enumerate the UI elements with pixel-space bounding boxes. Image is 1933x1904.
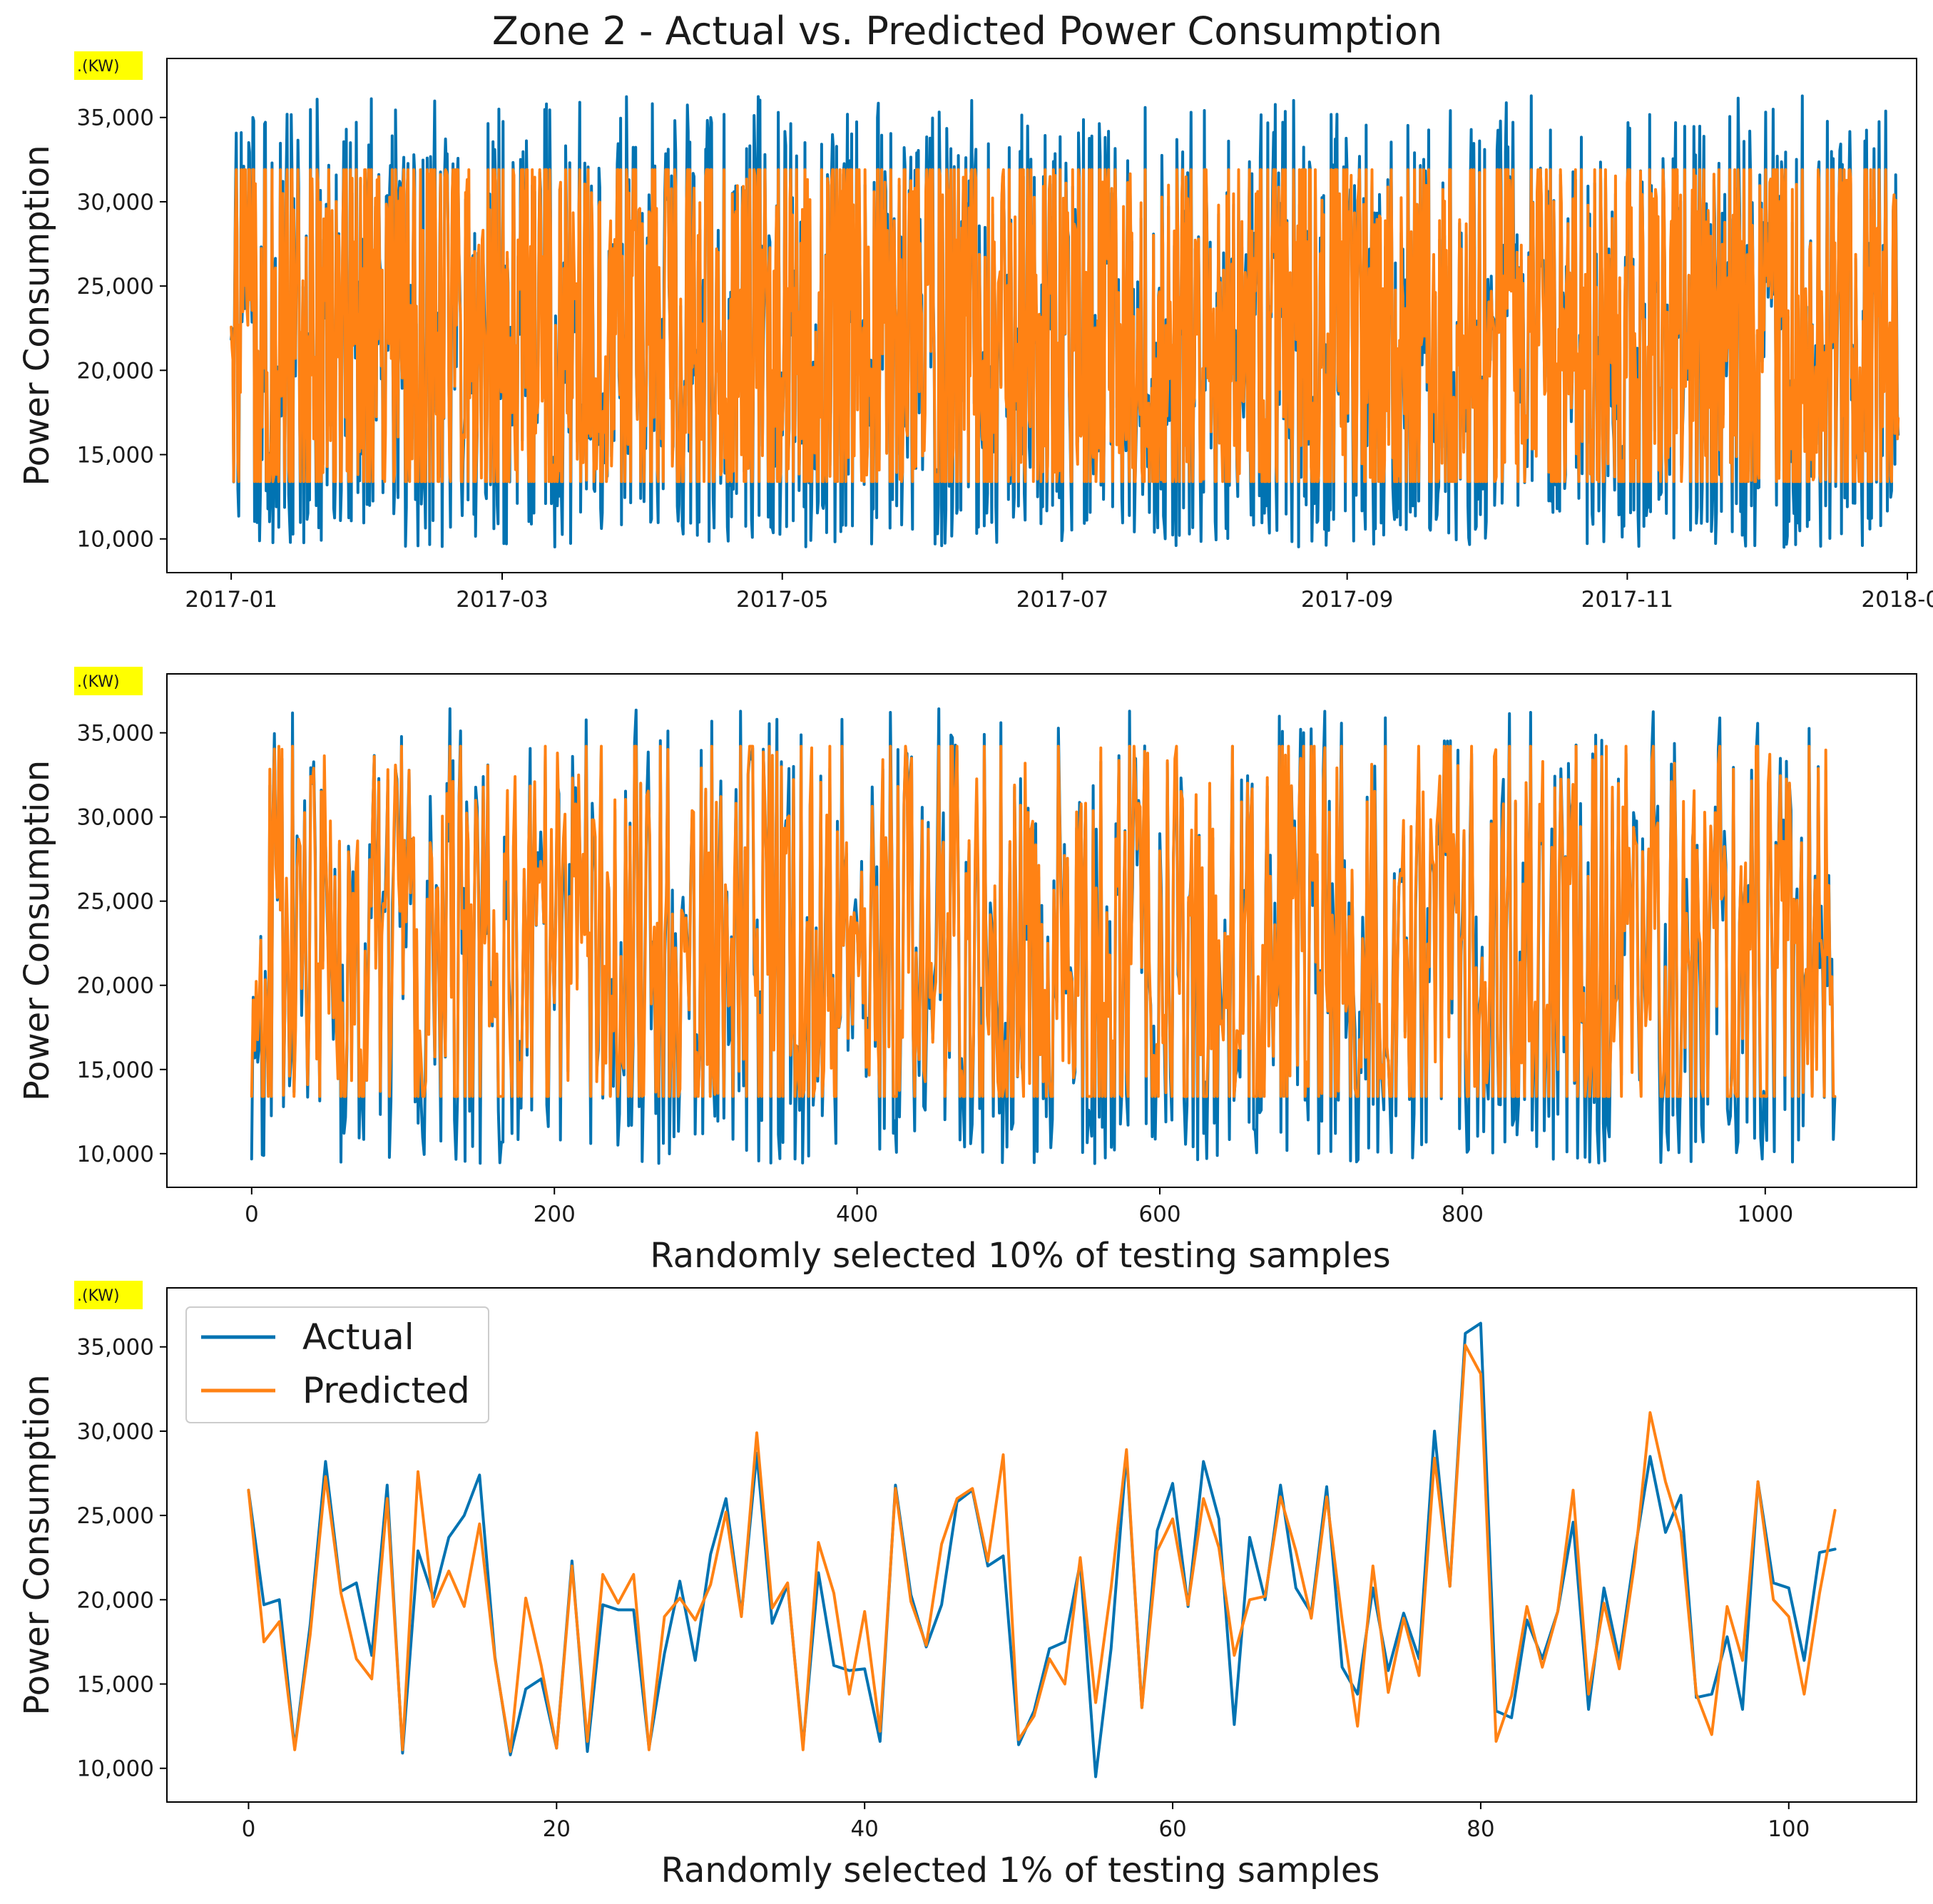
y-tick-label: 35,000 bbox=[77, 721, 154, 747]
series-line-predicted bbox=[250, 744, 1837, 1098]
y-tick-label: 10,000 bbox=[77, 1756, 154, 1782]
x-tick-label: 600 bbox=[1138, 1202, 1180, 1227]
x-tick-label: 0 bbox=[242, 1816, 256, 1842]
x-tick-label: 2017-03 bbox=[456, 587, 549, 613]
panel-10-percent-samples: 0 200 400 600 800 1000 10,000 15,000 20,000 25,00… bbox=[17, 667, 1917, 1276]
x-axis-label: Randomly selected 1% of testing samples bbox=[661, 1851, 1380, 1890]
x-tick-label: 2018-01 bbox=[1861, 587, 1933, 613]
y-tick-label: 10,000 bbox=[77, 527, 154, 553]
x-tick-label: 2017-01 bbox=[185, 587, 277, 613]
y-tick-label: 20,000 bbox=[77, 358, 154, 384]
unit-badge: .(KW) bbox=[74, 1281, 143, 1309]
unit-label: .(KW) bbox=[77, 58, 120, 76]
legend-label-actual: Actual bbox=[302, 1316, 414, 1358]
y-axis-label: Power Consumption bbox=[17, 760, 57, 1101]
x-tick-label: 2017-07 bbox=[1016, 587, 1109, 613]
unit-badge-bg bbox=[74, 1281, 143, 1309]
panel-1-percent-samples: 0 20 40 60 80 100 10,000 15,000 20,000 25,000 30,0… bbox=[17, 1281, 1917, 1890]
series-line-predicted bbox=[247, 1343, 1837, 1754]
plot-frame bbox=[166, 58, 1917, 573]
y-axis-label: Power Consumption bbox=[17, 1374, 57, 1715]
y-tick-label: 15,000 bbox=[77, 1672, 154, 1698]
y-tick-label: 20,000 bbox=[77, 1587, 154, 1613]
x-tick-label: 60 bbox=[1158, 1816, 1186, 1842]
series-line-predicted bbox=[230, 168, 1900, 483]
chart-title: Zone 2 - Actual vs. Predicted Power Cons… bbox=[492, 9, 1442, 53]
y-tick-label: 20,000 bbox=[77, 973, 154, 999]
x-tick-label: 20 bbox=[543, 1816, 571, 1842]
y-axis-label: Power Consumption bbox=[17, 145, 57, 486]
x-tick-label: 40 bbox=[850, 1816, 878, 1842]
x-tick-label: 2017-05 bbox=[736, 587, 829, 613]
y-tick-label: 35,000 bbox=[77, 106, 154, 131]
panel-yearly-timeseries: 2017-01 2017-03 2017-05 2017-07 2017-09 2017-… bbox=[17, 51, 1933, 613]
x-tick-label: 400 bbox=[836, 1202, 878, 1227]
plot-frame bbox=[166, 1287, 1917, 1803]
y-tick-label: 30,000 bbox=[77, 1419, 154, 1445]
y-tick-label: 30,000 bbox=[77, 805, 154, 831]
x-tick-label: 800 bbox=[1442, 1202, 1484, 1227]
legend: Actual Predicted bbox=[185, 1306, 489, 1423]
legend-label-predicted: Predicted bbox=[302, 1370, 470, 1411]
unit-badge-bg bbox=[74, 667, 143, 695]
unit-label: .(KW) bbox=[77, 1287, 120, 1305]
y-tick-label: 25,000 bbox=[77, 1503, 154, 1529]
x-tick-label: 80 bbox=[1467, 1816, 1494, 1842]
unit-badge-bg bbox=[74, 51, 143, 80]
series-group bbox=[250, 707, 1837, 1165]
series-group bbox=[230, 94, 1900, 549]
y-tick-label: 35,000 bbox=[77, 1335, 154, 1361]
unit-badge: .(KW) bbox=[74, 51, 143, 80]
x-tick-label: 100 bbox=[1768, 1816, 1810, 1842]
y-tick-label: 10,000 bbox=[77, 1142, 154, 1167]
plot-frame bbox=[166, 673, 1917, 1188]
unit-badge: .(KW) bbox=[74, 667, 143, 695]
y-tick-label: 25,000 bbox=[77, 274, 154, 300]
x-axis-label: Randomly selected 10% of testing samples bbox=[650, 1236, 1390, 1276]
unit-label: .(KW) bbox=[77, 673, 120, 691]
x-tick-label: 200 bbox=[534, 1202, 576, 1227]
x-tick-label: 1000 bbox=[1737, 1202, 1793, 1227]
series-line-actual bbox=[247, 1321, 1837, 1778]
y-tick-label: 15,000 bbox=[77, 1058, 154, 1083]
x-tick-label: 2017-11 bbox=[1581, 587, 1674, 613]
x-tick-label: 2017-09 bbox=[1301, 587, 1394, 613]
x-tick-label: 0 bbox=[245, 1202, 259, 1227]
series-group bbox=[247, 1321, 1837, 1778]
y-tick-label: 15,000 bbox=[77, 443, 154, 469]
y-tick-label: 25,000 bbox=[77, 889, 154, 915]
y-tick-label: 30,000 bbox=[77, 190, 154, 215]
